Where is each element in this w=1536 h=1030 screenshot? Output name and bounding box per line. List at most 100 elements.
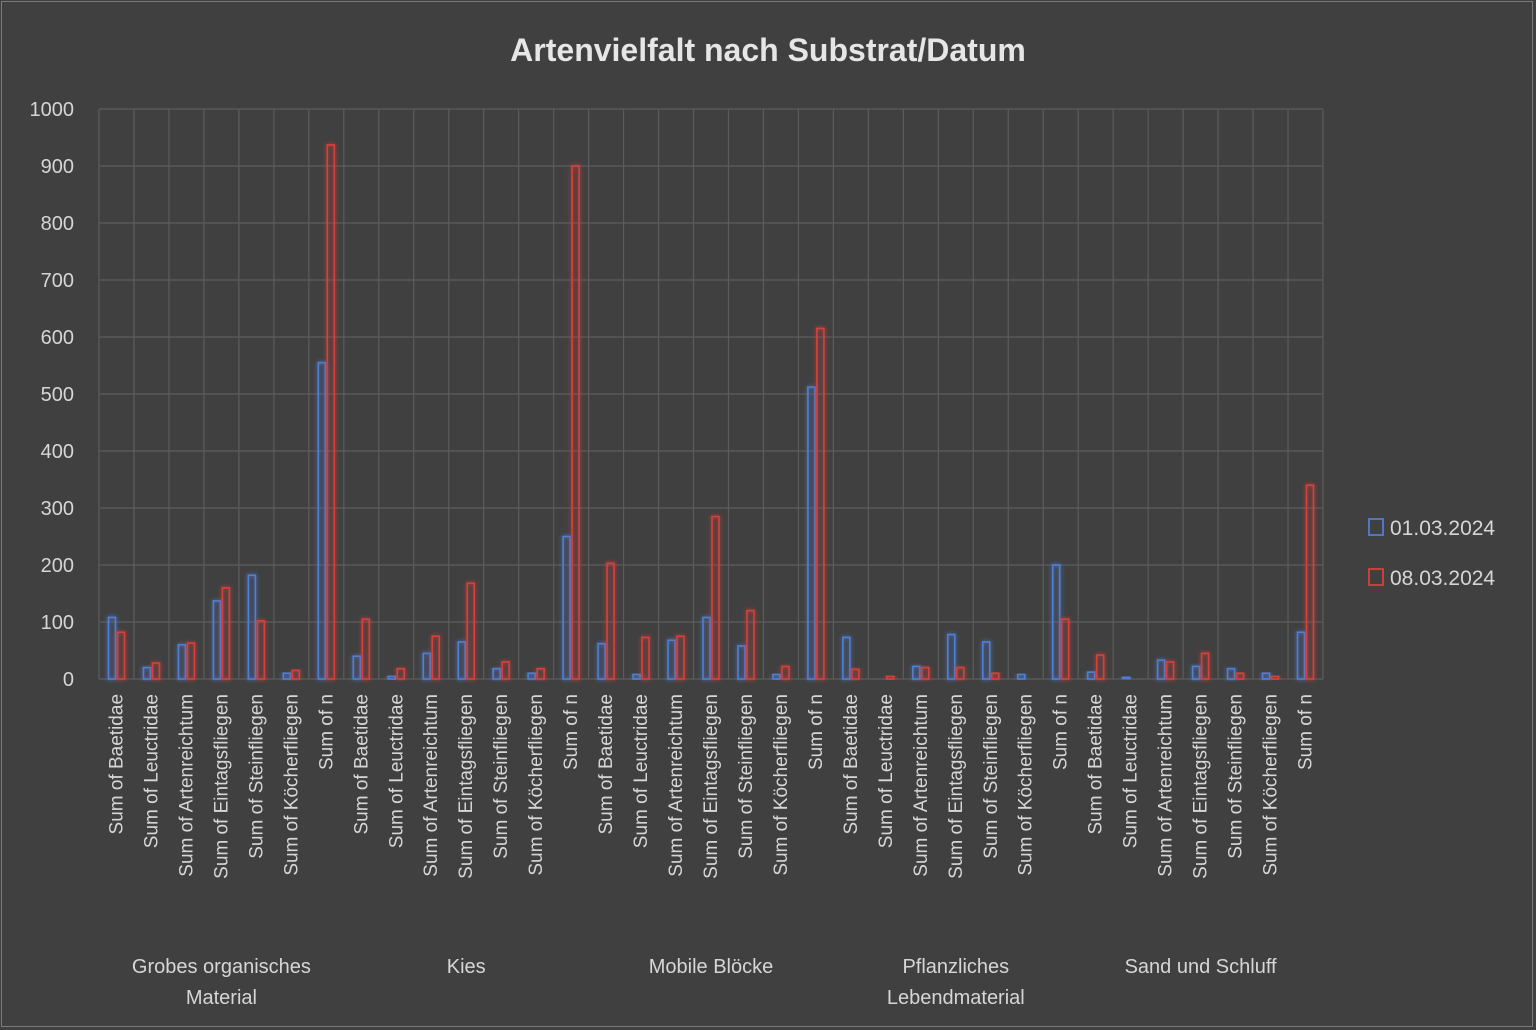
bar-series1 <box>702 616 711 680</box>
bar-series1 <box>177 643 187 680</box>
bar-series2 <box>1165 661 1175 680</box>
x-tick-label: Sum of Baetidae <box>596 694 617 834</box>
legend-swatch <box>1368 568 1384 586</box>
bar-series1 <box>1051 564 1061 680</box>
grid-lines <box>98 108 1324 680</box>
y-tick-label: 400 <box>41 441 74 463</box>
bar-series1 <box>107 616 117 680</box>
bar-series2 <box>256 620 266 680</box>
bar-series1 <box>1296 631 1306 680</box>
bar-series2 <box>711 515 720 680</box>
bar-series2 <box>1200 652 1210 680</box>
x-tick-label: Sum of Leuctridae <box>386 694 407 848</box>
group-label: Pflanzliches <box>902 956 1009 978</box>
x-tick-label: Sum of n <box>1296 694 1317 770</box>
bar-series2 <box>990 672 1000 680</box>
bar-series1 <box>527 672 536 680</box>
y-tick-label: 1000 <box>30 99 75 121</box>
bar-series2 <box>396 667 406 680</box>
bar-series2 <box>116 631 126 680</box>
x-tick-label: Sum of Baetidae <box>351 694 372 834</box>
x-tick-label: Sum of Baetidae <box>106 694 127 834</box>
group-label: Sand und Schluff <box>1125 956 1277 978</box>
bar-series1 <box>807 386 816 680</box>
bar-series1 <box>842 636 851 680</box>
bar-series2 <box>606 562 615 680</box>
y-tick-label: 100 <box>41 612 74 634</box>
bar-series1 <box>946 633 956 680</box>
legend-label: 01.03.2024 <box>1390 517 1495 540</box>
bar-series2 <box>746 609 755 680</box>
bar-series2 <box>501 661 510 680</box>
bar-series1 <box>737 645 746 680</box>
x-tick-label: Sum of Artenreichtum <box>666 694 687 877</box>
bar-series1 <box>981 641 991 680</box>
x-tick-label: Sum of Artenreichtum <box>176 694 197 877</box>
x-tick-label: Sum of Artenreichtum <box>1156 694 1177 877</box>
bar-series2 <box>886 675 895 680</box>
x-tick-label: Sum of Steinfliegen <box>491 694 512 859</box>
legend-swatch <box>1368 518 1384 536</box>
bar-series1 <box>142 666 152 680</box>
bar-series2 <box>955 666 965 680</box>
x-tick-label: Sum of Leuctridae <box>876 694 897 848</box>
x-tick-label: Sum of Steinfliegen <box>981 694 1002 859</box>
y-tick-label: 800 <box>41 213 74 235</box>
bar-series1 <box>912 665 921 680</box>
bar-series2 <box>781 665 790 680</box>
x-tick-label: Sum of Baetidae <box>1086 694 1107 834</box>
x-axis-tick-labels: Sum of Baetidae Sum of Leuctridae Sum of A… <box>106 694 1316 879</box>
bar-series1 <box>457 641 467 680</box>
bar-series1 <box>1016 673 1026 680</box>
bar-series1 <box>212 600 222 680</box>
group-label: Material <box>186 987 257 1009</box>
x-tick-label: Sum of Eintagsfliegen <box>1191 694 1212 879</box>
bar-series2 <box>641 636 650 680</box>
y-tick-label: 700 <box>41 270 74 292</box>
y-tick-label: 500 <box>41 384 74 406</box>
x-tick-label: Sum of n <box>806 694 827 770</box>
group-label: Grobes organisches <box>132 956 311 978</box>
x-tick-label: Sum of Eintagsfliegen <box>946 694 967 879</box>
bar-series2 <box>1270 675 1280 680</box>
bar-series1 <box>422 652 432 680</box>
bar-series1 <box>667 639 676 680</box>
bar-series1 <box>772 673 781 680</box>
y-tick-label: 300 <box>41 498 74 520</box>
chart-title: Artenvielfalt nach Substrat/Datum <box>510 32 1026 68</box>
x-tick-label: Sum of Köcherfliegen <box>1261 694 1282 876</box>
bar-series2 <box>151 662 161 680</box>
bar-series1 <box>1121 676 1131 680</box>
legend: 01.03.2024 08.03.2024 <box>1368 517 1495 590</box>
bar-series1 <box>562 535 571 680</box>
y-tick-label: 200 <box>41 555 74 577</box>
bar-series2 <box>676 635 685 680</box>
x-tick-label: Sum of n <box>316 694 337 770</box>
bar-series1 <box>247 574 257 680</box>
x-tick-label: Sum of Köcherfliegen <box>526 694 547 876</box>
group-label: Lebendmaterial <box>887 987 1025 1009</box>
bar-series2 <box>1305 484 1315 680</box>
bar-series1 <box>1086 671 1096 680</box>
bar-series2 <box>466 582 476 680</box>
bar-series2 <box>536 667 545 680</box>
x-tick-label: Sum of Artenreichtum <box>421 694 442 877</box>
bar-series1 <box>317 361 327 680</box>
y-axis-ticks: 0 100 200 300 400 500 600 700 800 900 1000 <box>30 99 75 691</box>
bar-series2 <box>1060 618 1070 680</box>
x-tick-label: Sum of Eintagsfliegen <box>456 694 477 879</box>
y-tick-label: 0 <box>63 669 74 691</box>
bar-series2 <box>1095 654 1105 680</box>
bar-series2 <box>431 635 441 680</box>
group-label: Mobile Blöcke <box>649 956 774 978</box>
legend-label: 08.03.2024 <box>1390 567 1495 590</box>
bar-series2 <box>221 586 231 680</box>
bar-series1 <box>282 672 292 680</box>
bar-series2 <box>291 669 301 680</box>
bar-series2 <box>571 165 580 680</box>
x-tick-label: Sum of Leuctridae <box>141 694 162 848</box>
x-tick-label: Sum of Steinfliegen <box>246 694 267 859</box>
x-axis-group-labels: Grobes organisches Material Kies Mobile Blö… <box>132 956 1277 1009</box>
